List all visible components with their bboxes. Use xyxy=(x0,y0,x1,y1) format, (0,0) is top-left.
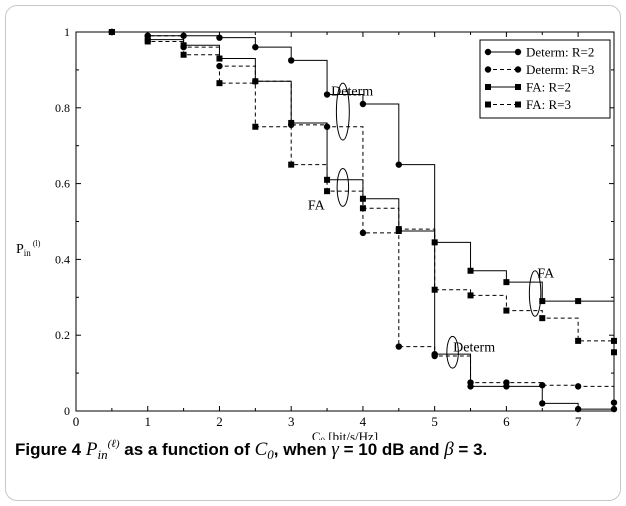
legend-marker-4 xyxy=(485,101,491,108)
series-4-point xyxy=(144,38,151,45)
series-1-point xyxy=(395,161,402,168)
legend-label-2: Determ: R=3 xyxy=(526,62,594,77)
series-3-point xyxy=(575,298,582,305)
series-4-point xyxy=(539,315,546,322)
x-axis-label: C0 [bit/s/Hz] xyxy=(312,429,378,440)
series-1-point xyxy=(323,91,331,98)
series-2-point xyxy=(395,343,402,350)
series-4-point xyxy=(503,307,510,314)
caption-symbol-c0: C0 xyxy=(254,439,274,462)
legend-label-3: FA: R=2 xyxy=(526,80,571,95)
series-1-point xyxy=(288,57,295,64)
series-3-point xyxy=(539,298,546,305)
series-4-point xyxy=(288,161,295,168)
series-2-point xyxy=(539,382,546,389)
step-chart: 0 1 2 3 4 5 6 7 0 0.2 0.4 0.6 0.8 1 C0 [bit/s/Hz] Pin(l… xyxy=(16,25,618,440)
legend-label-1: Determ: R=2 xyxy=(526,45,594,60)
y-tick-label: 0.8 xyxy=(55,101,70,115)
series-4-point xyxy=(467,292,474,299)
x-tick-label: 0 xyxy=(73,414,80,429)
series-4-point xyxy=(575,337,582,344)
series-2-point xyxy=(359,229,367,237)
x-tick-label: 7 xyxy=(575,414,582,429)
y-tick-label: 0.4 xyxy=(55,252,70,266)
series-1-point xyxy=(180,32,187,39)
annotation-label: FA xyxy=(308,198,326,213)
figure-caption: Figure 4 Pin(ℓ) as a function of C0, whe… xyxy=(15,438,615,463)
group-ellipse xyxy=(528,270,542,317)
caption-symbol-beta: β xyxy=(444,439,454,460)
series-4-point xyxy=(324,188,331,195)
series-line-3 xyxy=(111,31,615,341)
series-3-point xyxy=(324,176,331,183)
annotation-label: FA xyxy=(537,267,555,282)
legend-marker-3 xyxy=(515,84,521,90)
y-tick-label: 0.6 xyxy=(55,177,70,191)
series-1-point xyxy=(359,100,367,108)
series-1-point xyxy=(610,405,618,413)
series-3-point xyxy=(611,337,617,344)
group-ellipse xyxy=(446,335,459,369)
series-3-point xyxy=(467,267,474,274)
series-1-point xyxy=(539,400,546,407)
caption-symbol-p: Pin(ℓ) xyxy=(85,438,120,462)
series-2-point xyxy=(503,379,510,386)
x-tick-label: 4 xyxy=(360,414,367,429)
caption-text-2: , when xyxy=(273,440,332,459)
x-tick-label: 3 xyxy=(288,414,295,429)
series-4-point xyxy=(359,205,366,212)
series-4-point xyxy=(431,286,438,293)
legend-marker-3 xyxy=(485,84,491,90)
x-tick-label: 6 xyxy=(503,414,510,429)
y-axis-label: Pin(l) xyxy=(16,239,41,258)
caption-text-4: = 3. xyxy=(453,440,488,459)
group-ellipse xyxy=(336,167,350,207)
series-4-point xyxy=(180,51,187,58)
caption-symbol-gamma: γ xyxy=(331,439,339,460)
legend-marker-2 xyxy=(484,66,492,73)
y-tick-label: 0.2 xyxy=(55,328,70,342)
caption-text-3: = 10 dB and xyxy=(338,440,445,459)
annotation-label: Determ xyxy=(453,341,495,356)
y-tick-label: 1 xyxy=(64,25,70,39)
legend-marker-1 xyxy=(484,48,492,56)
x-tick-label: 1 xyxy=(144,414,151,429)
series-4-point xyxy=(252,123,259,130)
y-tick-label: 0 xyxy=(64,404,70,418)
series-1-point xyxy=(252,43,259,51)
legend-label-4: FA: R=3 xyxy=(526,97,571,112)
annotation-label: Determ xyxy=(331,85,373,100)
legend-marker-4 xyxy=(515,101,521,108)
series-1-point xyxy=(574,405,582,413)
series-3-point xyxy=(252,78,259,85)
x-tick-label: 5 xyxy=(431,414,438,429)
series-2-point xyxy=(467,379,474,386)
series-3-point xyxy=(359,195,366,202)
series-4-point xyxy=(108,29,115,35)
x-tick-label: 2 xyxy=(216,414,223,429)
series-4-point xyxy=(611,349,617,356)
figure-label: Figure 4 xyxy=(15,440,82,459)
series-1-point xyxy=(216,34,223,41)
series-2-point xyxy=(574,383,582,390)
series-2-point xyxy=(431,352,438,360)
series-2-point xyxy=(610,399,618,406)
legend-marker-1 xyxy=(514,48,522,56)
series-3-point xyxy=(503,279,510,286)
series-3-point xyxy=(288,119,295,126)
caption-text-1: as a function of xyxy=(119,440,255,459)
group-ellipse xyxy=(335,82,350,141)
series-4-point xyxy=(395,226,402,233)
legend-marker-2 xyxy=(514,66,522,73)
series-4-point xyxy=(216,80,223,87)
